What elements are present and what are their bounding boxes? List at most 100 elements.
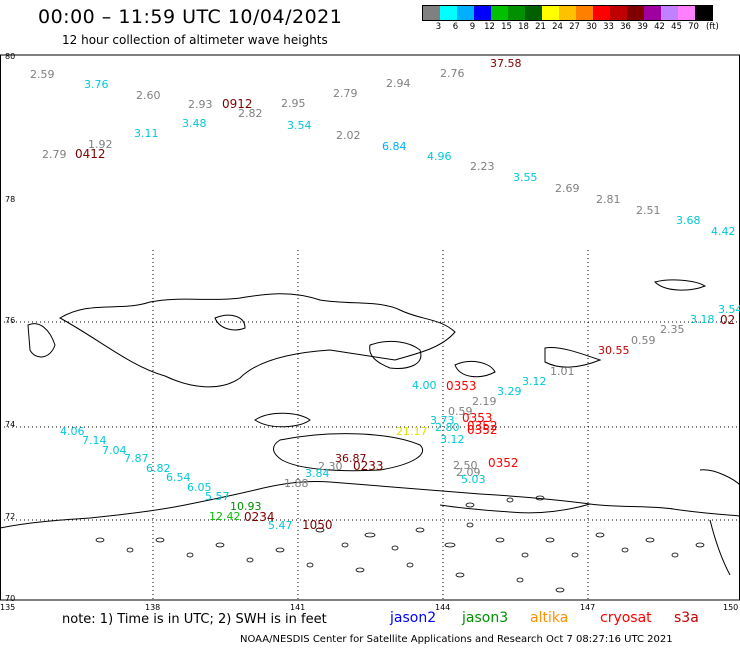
colorbar-swatch: [508, 6, 525, 20]
coast-river: [709, 519, 731, 576]
bolshoy-lyakhovsky-island: [273, 433, 423, 472]
colorbar-swatch: [525, 6, 542, 20]
wave-height-value: 2.93: [188, 98, 213, 111]
colorbar-swatch: [661, 6, 678, 20]
wave-height-value: 6.84: [382, 140, 407, 153]
colorbar-swatch: [440, 6, 457, 20]
lat-label: 74: [5, 420, 16, 429]
colorbar-tick: 45: [671, 22, 682, 32]
lat-label: 76: [5, 316, 16, 325]
map-frame: [0, 54, 740, 601]
wave-height-value: 5.57: [205, 490, 230, 503]
colorbar-swatch: [593, 6, 610, 20]
colorbar-tick: 27: [569, 22, 580, 32]
wave-height-value: 2.79: [333, 87, 358, 100]
pass-time-label: 0412: [75, 147, 106, 161]
pass-time-label: 0352: [488, 456, 519, 470]
wave-height-value: 2.50: [453, 459, 478, 472]
colorbar-swatch: [678, 6, 695, 20]
lon-label: 135: [0, 603, 16, 612]
lon-label: 150: [723, 603, 739, 612]
colorbar-tick: 21: [535, 22, 546, 32]
pass-time-label: 0912: [222, 97, 253, 111]
map-subtitle: 12 hour collection of altimeter wave hei…: [62, 33, 328, 47]
wave-height-value: 2.19: [472, 395, 497, 408]
wave-height-value: 0.59: [448, 405, 473, 418]
wave-height-value: 2.59: [30, 68, 55, 81]
lon-label: 141: [290, 603, 306, 612]
wave-height-value: 30.55: [598, 344, 630, 357]
map-title: 00:00 – 11:59 UTC 10/04/2021: [38, 6, 343, 28]
wave-height-value: 2.80: [435, 421, 460, 434]
wave-height-value: 1.92: [88, 138, 113, 151]
colorbar-tick: 15: [501, 22, 512, 32]
wave-height-value: 10.93: [230, 500, 262, 513]
wave-height-value: 2.09: [456, 466, 481, 479]
wave-height-value: 3.68: [676, 214, 701, 227]
wave-height-value: 3.73: [430, 414, 455, 427]
island-ice-1: [254, 412, 311, 428]
island-new-siberia: [544, 346, 602, 368]
wave-height-value: 3.76: [84, 78, 109, 91]
colorbar-tick: 30: [586, 22, 597, 32]
colorbar-swatch: [423, 6, 440, 20]
wave-height-value: 12.42: [209, 510, 241, 523]
colorbar-tick: 33: [603, 22, 614, 32]
wave-height-value: 3.12: [440, 433, 465, 446]
colorbar-swatch: [491, 6, 508, 20]
wave-height-value: 3.12: [522, 375, 547, 388]
lon-label: 147: [580, 603, 596, 612]
colorbar-tick: 9: [469, 22, 476, 32]
colorbar-tick: 12: [484, 22, 495, 32]
wave-height-value: 2.51: [636, 204, 661, 217]
wave-height-value: 6.82: [146, 462, 171, 475]
wave-height-value: 3.29: [497, 385, 522, 398]
lat-label: 72: [5, 512, 16, 521]
colorbar-swatch: [474, 6, 491, 20]
island-small: [214, 314, 246, 331]
colorbar-swatch: [576, 6, 593, 20]
wave-height-value: 2.60: [136, 89, 161, 102]
wave-height-value: 3.55: [513, 171, 538, 184]
wave-height-value: 2.02: [336, 129, 361, 142]
wave-height-value: 21.17: [396, 425, 428, 438]
pass-time-label: 0352: [467, 419, 498, 433]
colorbar-tick: 42: [654, 22, 665, 32]
island-far-east: [654, 279, 707, 291]
graticule: [0, 250, 740, 600]
wave-height-value: 2.95: [281, 97, 306, 110]
legend-s3a: s3a: [674, 610, 699, 626]
colorbar-swatch: [627, 6, 644, 20]
wave-height-value: 6.05: [187, 481, 212, 494]
coast-east: [699, 469, 740, 486]
new-siberian-islands-kotelny: [58, 293, 456, 388]
colorbar-tick: 3: [435, 22, 442, 32]
mainland-coast: [0, 481, 740, 529]
wave-height-value: 3.18: [690, 313, 715, 326]
wave-height-value: 4.96: [427, 150, 452, 163]
lon-label: 144: [435, 603, 451, 612]
wave-height-value: 5.03: [461, 473, 486, 486]
colorbar-unit-label: (ft): [706, 22, 719, 32]
credit-line: NOAA/NESDIS Center for Satellite Applica…: [240, 634, 673, 645]
legend-cryosat: cryosat: [600, 610, 652, 626]
colorbar-swatch: [644, 6, 661, 20]
wave-height-value: 3.48: [182, 117, 207, 130]
wave-height-colorbar: [422, 5, 713, 21]
wave-height-value: 2.35: [660, 323, 685, 336]
wave-height-value: 36.87: [335, 452, 367, 465]
island-small-2: [454, 361, 496, 378]
delta-islets: [95, 495, 705, 593]
wave-height-value: 37.58: [490, 57, 522, 70]
wave-height-value: 7.04: [102, 444, 127, 457]
island-east: [369, 340, 422, 369]
colorbar-tick: 18: [518, 22, 529, 32]
wave-height-value: 1.01: [550, 365, 575, 378]
colorbar-swatch: [610, 6, 627, 20]
colorbar-tick: 24: [552, 22, 563, 32]
wave-height-value: 2.81: [596, 193, 621, 206]
wave-height-value: 2.79: [42, 148, 67, 161]
colorbar-swatch: [559, 6, 576, 20]
pass-time-label: 0352: [467, 423, 498, 437]
wave-height-value: 7.87: [124, 452, 149, 465]
